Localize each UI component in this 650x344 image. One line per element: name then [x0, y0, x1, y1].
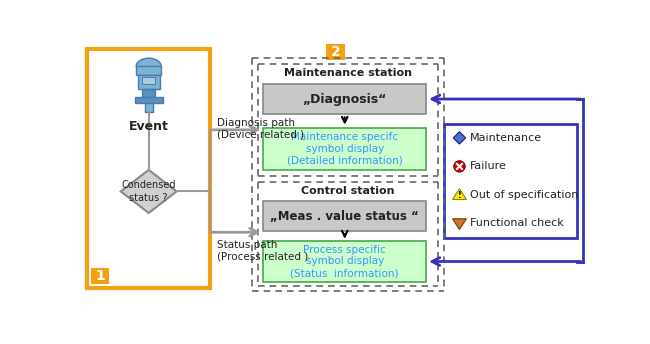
Bar — [138, 75, 159, 89]
Text: Failure: Failure — [471, 161, 507, 171]
Polygon shape — [121, 170, 177, 213]
Bar — [142, 77, 155, 84]
Text: 1: 1 — [95, 269, 105, 283]
Bar — [136, 66, 161, 75]
Bar — [135, 97, 162, 103]
Polygon shape — [452, 189, 467, 200]
Bar — [326, 44, 344, 60]
Bar — [145, 103, 153, 112]
Text: Maintenance station: Maintenance station — [284, 68, 412, 78]
Text: Maintenance specifc
symbol display
(Detailed information): Maintenance specifc symbol display (Deta… — [287, 132, 402, 165]
Bar — [90, 268, 109, 284]
Text: !: ! — [458, 191, 461, 200]
Bar — [263, 128, 426, 170]
Polygon shape — [453, 132, 465, 144]
Text: Diagnosis path
(Device related ): Diagnosis path (Device related ) — [217, 118, 304, 140]
Bar — [263, 201, 426, 232]
Text: 2: 2 — [331, 45, 341, 59]
Text: „Meas . value status “: „Meas . value status “ — [270, 209, 419, 223]
Bar — [142, 89, 155, 97]
Bar — [444, 124, 577, 238]
Text: Control station: Control station — [301, 186, 395, 196]
Text: Process specific
symbol display
(Status  information): Process specific symbol display (Status … — [291, 245, 399, 278]
Ellipse shape — [136, 58, 161, 74]
Text: Status path
(Process related ): Status path (Process related ) — [217, 240, 308, 261]
Text: Maintenance: Maintenance — [471, 133, 542, 143]
Text: Out of specification: Out of specification — [471, 190, 578, 200]
Bar — [263, 84, 426, 115]
Bar — [263, 241, 426, 281]
Text: Event: Event — [129, 120, 168, 133]
Bar — [88, 49, 210, 288]
Text: Condensed
status ?: Condensed status ? — [122, 180, 176, 203]
Text: „Diagnosis“: „Diagnosis“ — [302, 93, 387, 106]
Circle shape — [454, 161, 465, 172]
Text: Functional check: Functional check — [471, 218, 564, 228]
Polygon shape — [452, 219, 467, 229]
